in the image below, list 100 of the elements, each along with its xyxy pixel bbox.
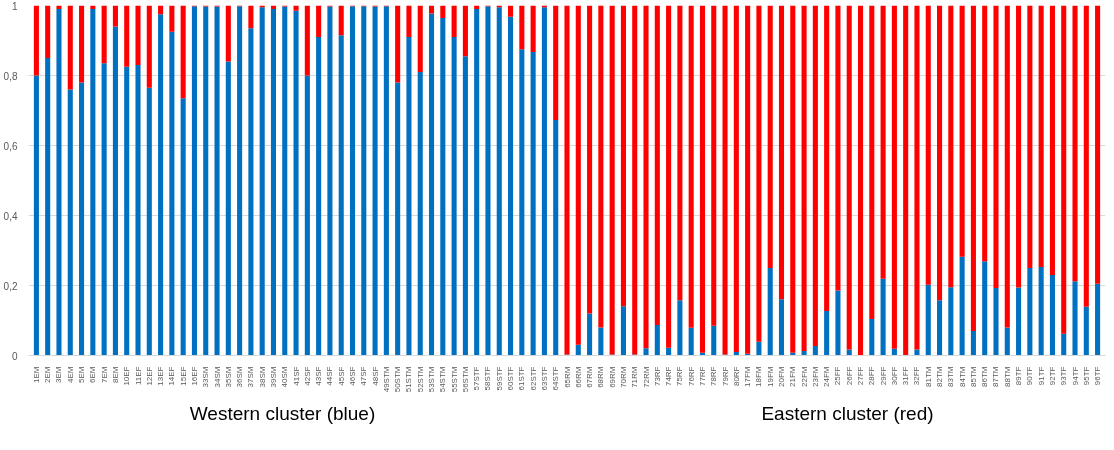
x-tick-label: 17FM [743, 366, 753, 387]
x-tick-label: 25FF [833, 366, 843, 386]
x-tick-label: 29FF [878, 366, 888, 386]
x-tick-label: 91TF [1036, 366, 1046, 386]
x-tick-label: 77RF [697, 366, 707, 387]
x-tick-label: 47SF [359, 366, 369, 386]
x-tick-label: 48SF [370, 366, 380, 386]
x-tick-label: 15EF [178, 366, 188, 386]
x-tick-label: 3EM [54, 366, 64, 383]
x-tick-label: 49STM [381, 366, 391, 393]
y-tick-label: 0,6 [3, 140, 18, 152]
x-tick-label: 4EM [65, 366, 75, 383]
x-tick-label: 24FM [822, 366, 832, 387]
x-tick-label: 93TF [1059, 366, 1069, 386]
x-tick-label: 79RF [720, 366, 730, 387]
y-tick-label: 0,2 [3, 280, 18, 292]
x-tick-label: 85TM [968, 366, 978, 387]
x-tick-label: 36SM [235, 366, 245, 388]
x-tick-label: 51STM [404, 366, 414, 393]
x-tick-label: 62STF [528, 366, 538, 391]
x-tick-label: 19FM [765, 366, 775, 387]
x-tick-label: 40SM [280, 366, 290, 388]
x-tick-label: 23FM [810, 366, 820, 387]
x-tick-label: 57STF [472, 366, 482, 391]
x-tick-label: 46SF [348, 366, 357, 386]
x-tick-label: 55STM [449, 366, 459, 393]
y-tick-label: 0 [11, 350, 18, 362]
x-tick-label: 31FF [901, 366, 911, 386]
x-tick-label: 27FF [856, 366, 866, 386]
text: Eastern cluster (red) [761, 402, 934, 426]
x-tick-label: 87TM [991, 366, 1001, 387]
x-tick-label: 67RM [585, 366, 595, 388]
x-tick-label: 66RM [573, 366, 583, 388]
x-tick-label: 8EM [110, 366, 120, 383]
x-tick-label: 54STM [438, 366, 448, 393]
x-tick-label: 84TM [957, 366, 967, 387]
x-tick-label: 10EF [122, 366, 132, 386]
x-tick-label: 83TM [946, 366, 956, 387]
y-tick-label: 0,4 [3, 210, 18, 222]
x-tick-label: 11EF [133, 366, 143, 386]
x-tick-label: 82TM [935, 366, 945, 387]
x-tick-label: 37SM [246, 366, 256, 388]
x-tick-label: 95TF [1081, 366, 1091, 386]
x-tick-label: 96TF [1093, 366, 1103, 386]
x-tick-label: 18FM [754, 366, 764, 387]
x-tick-label: 78RF [709, 366, 719, 387]
x-tick-label: 12EF [144, 366, 154, 386]
x-tick-label: 92TF [1047, 366, 1057, 386]
x-tick-label: 72RM [641, 366, 651, 388]
x-tick-label: 45SF [336, 366, 346, 386]
x-tick-label: 90TF [1025, 366, 1035, 386]
x-tick-label: 70RM [618, 366, 628, 388]
x-tick-label: 68RM [596, 366, 606, 388]
x-tick-label: 34SM [212, 366, 222, 388]
y-tick-label: 0,8 [3, 70, 18, 82]
x-tick-label: 86TM [980, 366, 990, 387]
x-tick-label: 73RF [652, 366, 662, 387]
x-tick-label: 16EF [189, 366, 199, 386]
x-tick-label: 65RM [562, 366, 572, 388]
x-tick-label: 52STM [415, 366, 425, 393]
x-tick-label: 43SF [314, 366, 324, 386]
x-tick-label: 81TM [923, 366, 933, 387]
x-tick-label: 42SF [302, 366, 312, 386]
x-tick-label: 59STF [494, 366, 504, 391]
x-tick-label: 20FM [777, 366, 786, 387]
x-tick-label: 58STF [483, 366, 493, 391]
x-tick-label: 39SM [268, 366, 278, 388]
x-tick-label: 60STF [506, 366, 516, 391]
x-tick-label: 2EM [43, 366, 53, 383]
x-tick-label: 63STF [539, 366, 549, 391]
x-tick-label: 32FF [912, 366, 922, 386]
x-tick-label: 69RM [607, 366, 617, 388]
x-tick-label: 41SF [291, 366, 301, 386]
x-tick-label: 74RF [664, 366, 674, 387]
x-tick-label: 53STM [427, 366, 437, 393]
x-tick-label: 28FF [867, 366, 877, 386]
x-tick-label: 61STF [517, 366, 527, 391]
x-tick-label: 94TF [1070, 366, 1080, 386]
x-tick-label: 88TM [1002, 366, 1012, 387]
x-tick-label: 76RF [686, 366, 696, 387]
x-tick-label: 80RF [731, 366, 741, 387]
x-tick-label: 75RF [675, 366, 685, 387]
x-tick-label: 1EM [31, 366, 41, 383]
x-tick-label: 26FF [844, 366, 854, 386]
x-tick-label: 30FF [889, 366, 899, 386]
x-tick-label: 6EM [88, 366, 98, 383]
x-tick-label: 44SF [325, 366, 335, 386]
x-tick-label: 71RM [630, 366, 640, 388]
x-tick-label: 89TF [1014, 366, 1024, 386]
y-tick-label: 1 [11, 0, 18, 12]
text: Western cluster (blue) [189, 402, 376, 426]
x-tick-label: 50STM [393, 366, 403, 393]
x-tick-label: 22FM [799, 366, 809, 387]
x-tick-label: 14EF [167, 366, 177, 386]
x-tick-label: 38SM [257, 366, 267, 388]
x-tick-label: 33SM [201, 366, 211, 388]
x-tick-label: 7EM [99, 366, 109, 383]
x-tick-label: 56STM [460, 366, 470, 393]
x-tick-label: 64STF [551, 366, 561, 391]
x-tick-label: 21FM [788, 366, 798, 387]
